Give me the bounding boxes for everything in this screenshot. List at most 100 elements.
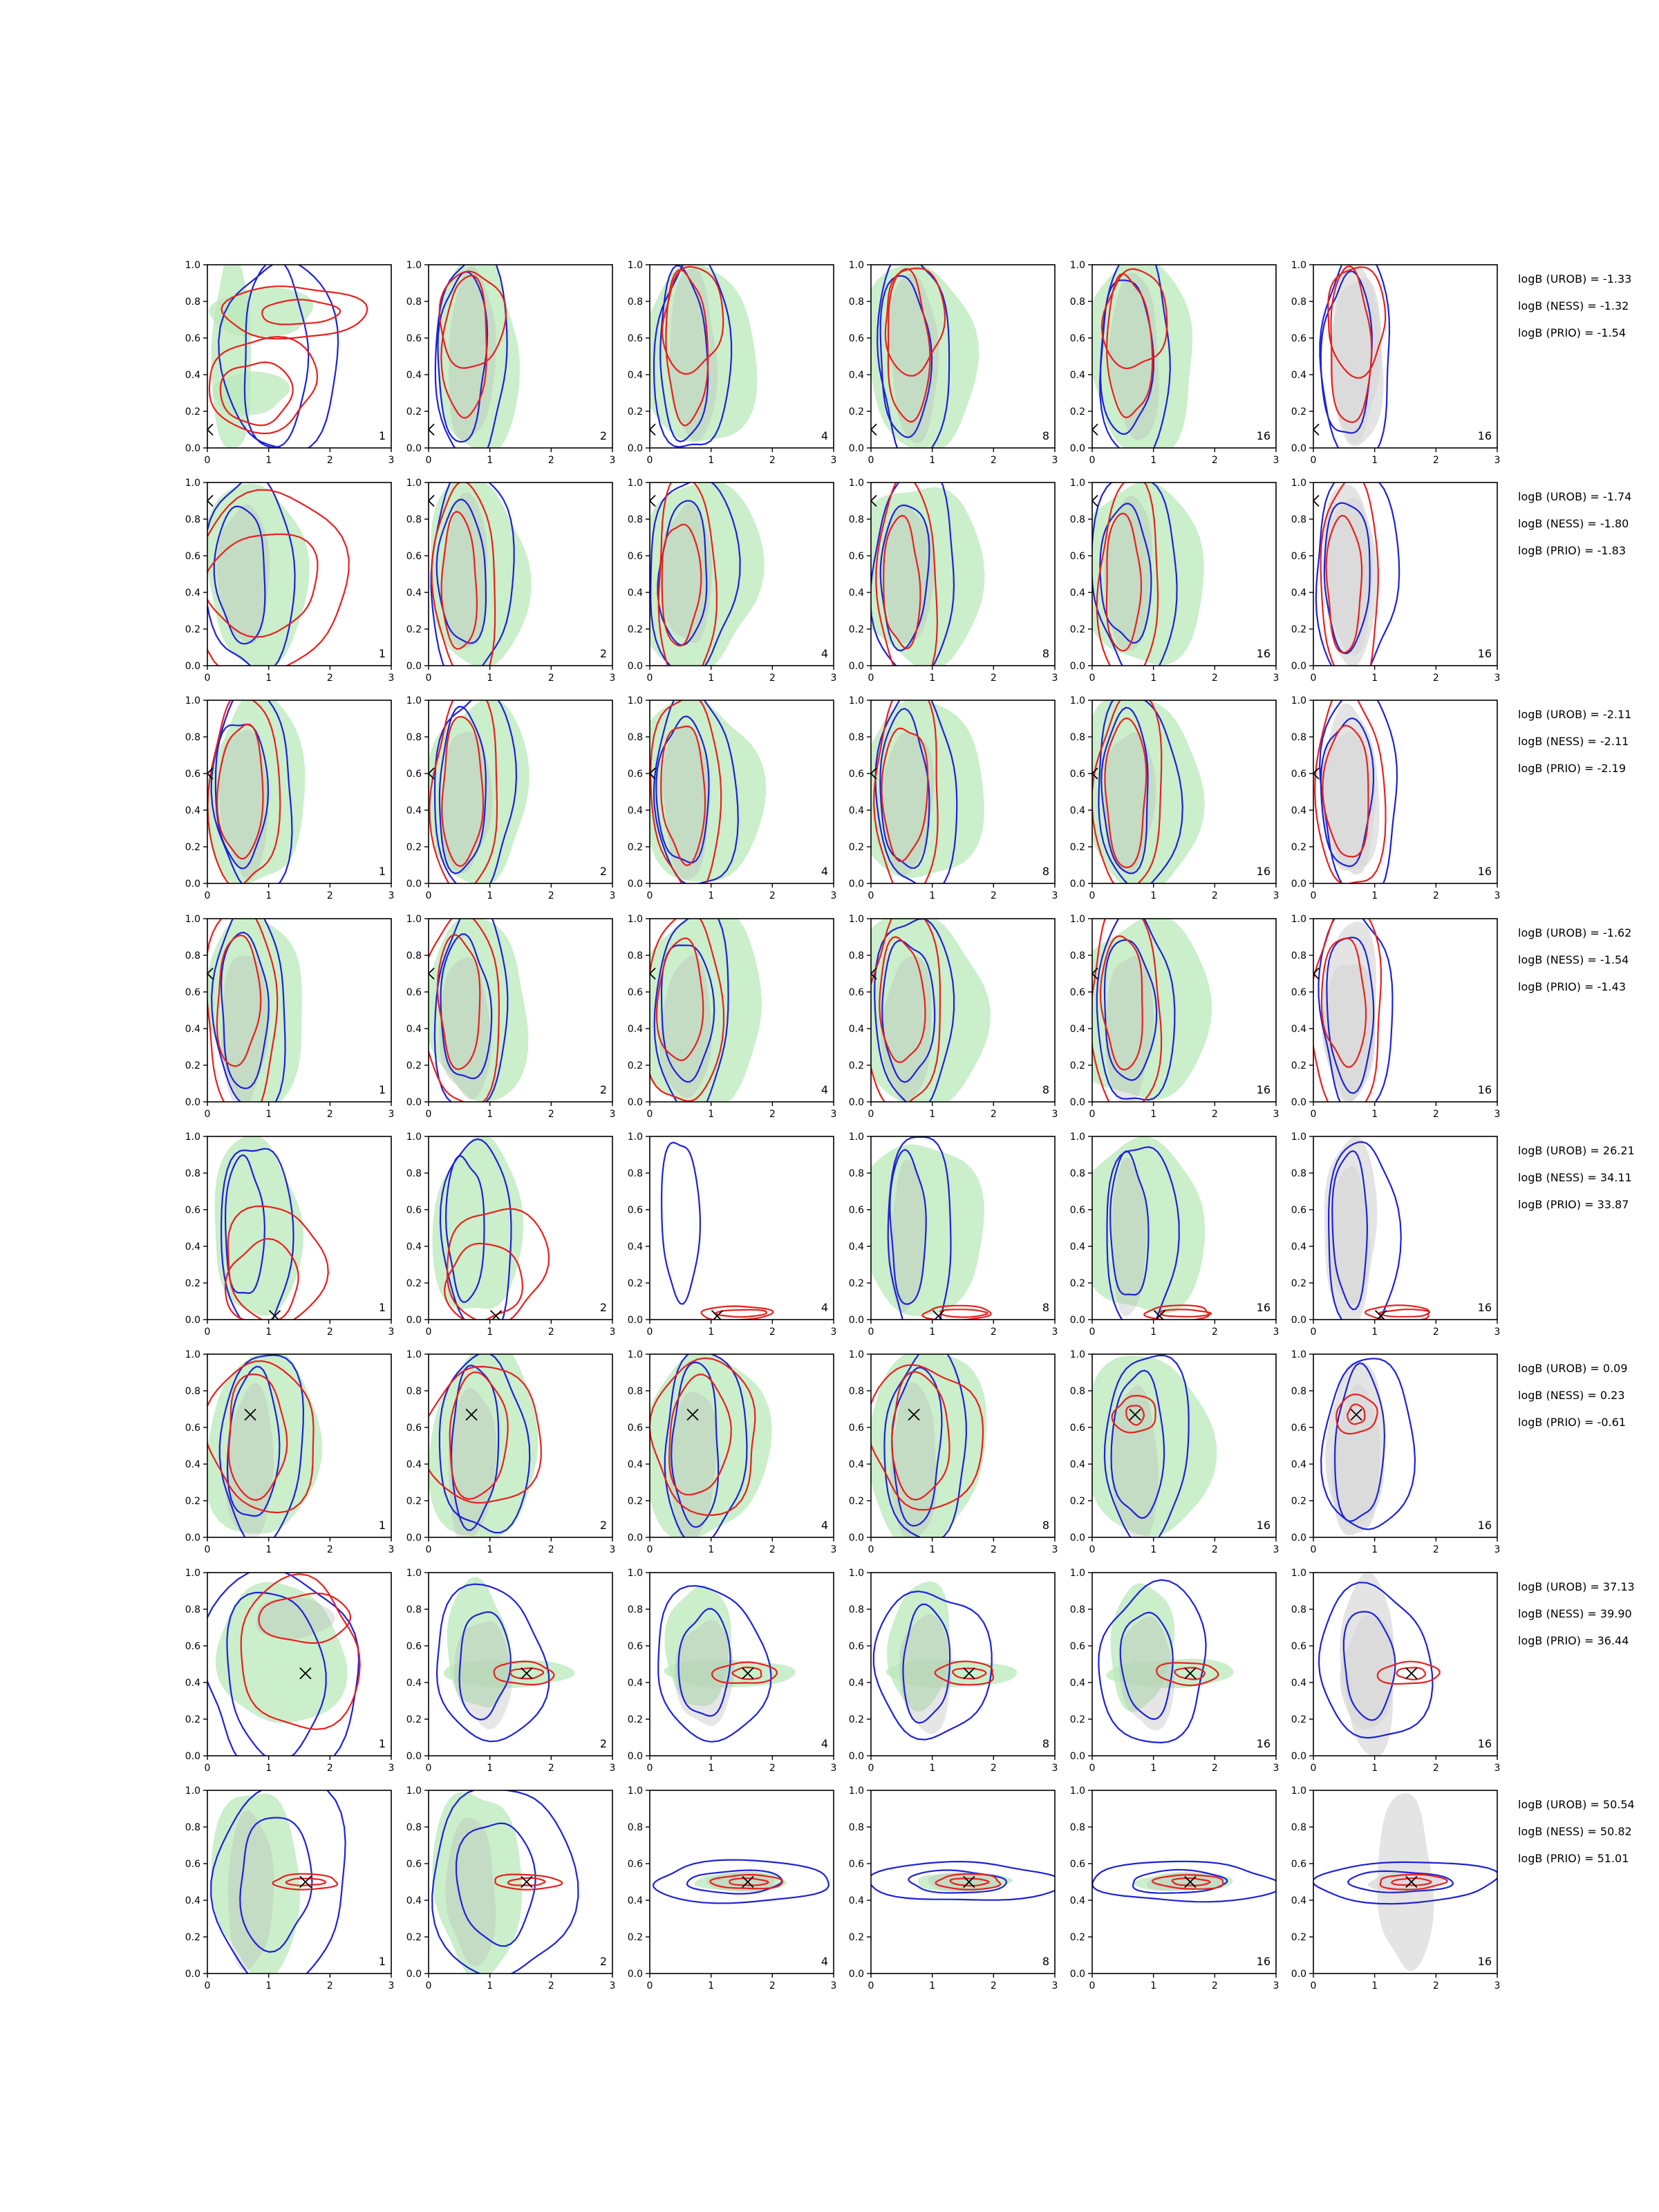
- y-tick-label: 0.6: [1291, 333, 1306, 344]
- x-tick-label: 2: [327, 1544, 333, 1555]
- y-tick-label: 1.0: [1291, 914, 1306, 925]
- y-tick-label: 1.0: [1070, 1349, 1085, 1360]
- blue-contour: [677, 1608, 731, 1717]
- y-tick-label: 0.2: [1291, 624, 1306, 635]
- x-tick-label: 3: [1052, 890, 1058, 901]
- truth-marker: [429, 494, 435, 507]
- axes-frame: [428, 482, 613, 666]
- y-tick-label: 0.8: [406, 1822, 422, 1833]
- y-tick-label: 0.6: [628, 1641, 643, 1652]
- y-tick-label: 0.8: [849, 732, 864, 743]
- axes-frame: [428, 1353, 613, 1538]
- x-tick-label: 0: [205, 455, 211, 466]
- grey-density-region: [256, 1597, 335, 1640]
- grey-density-region: [454, 1621, 513, 1730]
- logb-value: logB (NESS) = -1.32: [1518, 299, 1629, 312]
- x-tick-label: 3: [1494, 1763, 1501, 1774]
- axes-frame: [428, 1136, 613, 1320]
- logb-value: logB (PRIO) = -1.83: [1518, 544, 1626, 557]
- panel-index-label: 16: [1257, 865, 1271, 878]
- y-tick-label: 0.0: [628, 1097, 643, 1108]
- blue-contour: [872, 1590, 993, 1741]
- red-contour: [493, 1660, 555, 1686]
- logb-value: logB (NESS) = 50.82: [1518, 1825, 1632, 1838]
- blue-contour: [210, 1790, 346, 1974]
- panel-r8-c5: 0 1 2 3 0.0 0.2 0.4 0.6 0.8 1.0 16: [1070, 1785, 1280, 1991]
- x-tick-label: 2: [548, 1980, 554, 1991]
- red-contour: [216, 934, 262, 1067]
- x-tick-label: 0: [868, 455, 874, 466]
- y-tick-label: 0.8: [1291, 514, 1306, 525]
- truth-marker: [963, 1875, 975, 1888]
- y-tick-label: 0.8: [628, 1822, 643, 1833]
- x-tick-label: 1: [708, 1980, 714, 1991]
- y-tick-label: 0.2: [185, 1714, 200, 1725]
- y-tick-label: 0.4: [1291, 1678, 1306, 1689]
- y-tick-label: 0.2: [185, 406, 200, 418]
- panel-r3-c1: 0 1 2 3 0.0 0.2 0.4 0.6 0.8 1.0 1: [185, 695, 395, 901]
- grey-density-region: [1340, 1573, 1394, 1756]
- axes-frame: [870, 264, 1056, 449]
- x-tick-label: 1: [487, 673, 493, 684]
- grey-density-region: [441, 491, 487, 648]
- blue-contour: [1132, 1868, 1228, 1894]
- y-tick-label: 0.0: [1070, 443, 1085, 454]
- panel-index-label: 16: [1257, 1519, 1271, 1532]
- y-tick-label: 0.4: [1291, 805, 1306, 816]
- blue-contour: [653, 919, 729, 1102]
- y-tick-label: 0.2: [1070, 1714, 1085, 1725]
- blue-contour: [1319, 700, 1398, 883]
- y-tick-label: 0.2: [628, 624, 643, 635]
- panel-r3-c3: 0 1 2 3 0.0 0.2 0.4 0.6 0.8 1.0 4: [628, 695, 837, 901]
- y-tick-label: 0.2: [1070, 406, 1085, 418]
- axes-frame: [1313, 1353, 1498, 1538]
- x-tick-label: 1: [1371, 673, 1378, 684]
- y-tick-label: 0.4: [185, 1678, 200, 1689]
- y-tick-label: 0.2: [1291, 1932, 1306, 1943]
- y-tick-label: 0.8: [406, 950, 422, 962]
- y-tick-label: 0.0: [628, 1751, 643, 1762]
- x-tick-label: 3: [1052, 455, 1058, 466]
- panel-index-label: 8: [1042, 429, 1049, 442]
- y-tick-label: 0.4: [1291, 1459, 1306, 1470]
- truth-marker: [521, 1667, 533, 1680]
- x-tick-label: 1: [708, 1544, 714, 1555]
- y-tick-label: 0.6: [628, 1859, 643, 1870]
- logb-value: logB (PRIO) = -2.19: [1518, 762, 1626, 775]
- blue-contour: [207, 482, 296, 666]
- axes-frame: [428, 1572, 613, 1756]
- x-tick-label: 2: [769, 455, 776, 466]
- red-contour: [431, 482, 496, 666]
- y-tick-label: 0.4: [1070, 1895, 1085, 1906]
- logb-value: logB (PRIO) = 33.87: [1518, 1198, 1629, 1211]
- panel-r7-c6: 0 1 2 3 0.0 0.2 0.4 0.6 0.8 1.0 16: [1291, 1568, 1501, 1774]
- truth-marker: [650, 967, 656, 980]
- y-tick-label: 1.0: [849, 260, 864, 271]
- logb-value: logB (NESS) = 39.90: [1518, 1607, 1632, 1620]
- blue-contour: [660, 1141, 702, 1305]
- y-tick-label: 1.0: [1070, 260, 1085, 271]
- blue-contour: [879, 708, 930, 869]
- y-tick-label: 0.4: [849, 588, 864, 599]
- truth-marker: [207, 767, 214, 780]
- x-tick-label: 2: [991, 1763, 997, 1774]
- logb-value: logB (PRIO) = -0.61: [1518, 1416, 1626, 1429]
- logb-value: logB (UROB) = 26.21: [1518, 1144, 1635, 1157]
- axes-frame: [1091, 1136, 1277, 1320]
- y-tick-label: 1.0: [1291, 478, 1306, 489]
- axes-frame: [1091, 918, 1277, 1103]
- truth-marker: [1092, 423, 1098, 436]
- y-tick-label: 0.6: [1070, 1641, 1085, 1652]
- truth-marker: [1153, 1310, 1166, 1320]
- y-tick-label: 0.0: [406, 879, 422, 890]
- y-tick-label: 1.0: [628, 1132, 643, 1143]
- y-tick-label: 0.0: [185, 879, 200, 890]
- y-tick-label: 0.2: [849, 1278, 864, 1289]
- panel-r3-c6: 0 1 2 3 0.0 0.2 0.4 0.6 0.8 1.0 16: [1291, 695, 1501, 901]
- y-tick-label: 0.6: [185, 333, 200, 344]
- red-contour: [871, 919, 941, 1102]
- x-tick-label: 3: [1052, 673, 1058, 684]
- x-tick-label: 0: [1311, 1763, 1317, 1774]
- y-tick-label: 0.0: [406, 1969, 422, 1980]
- grey-density-region: [669, 268, 718, 442]
